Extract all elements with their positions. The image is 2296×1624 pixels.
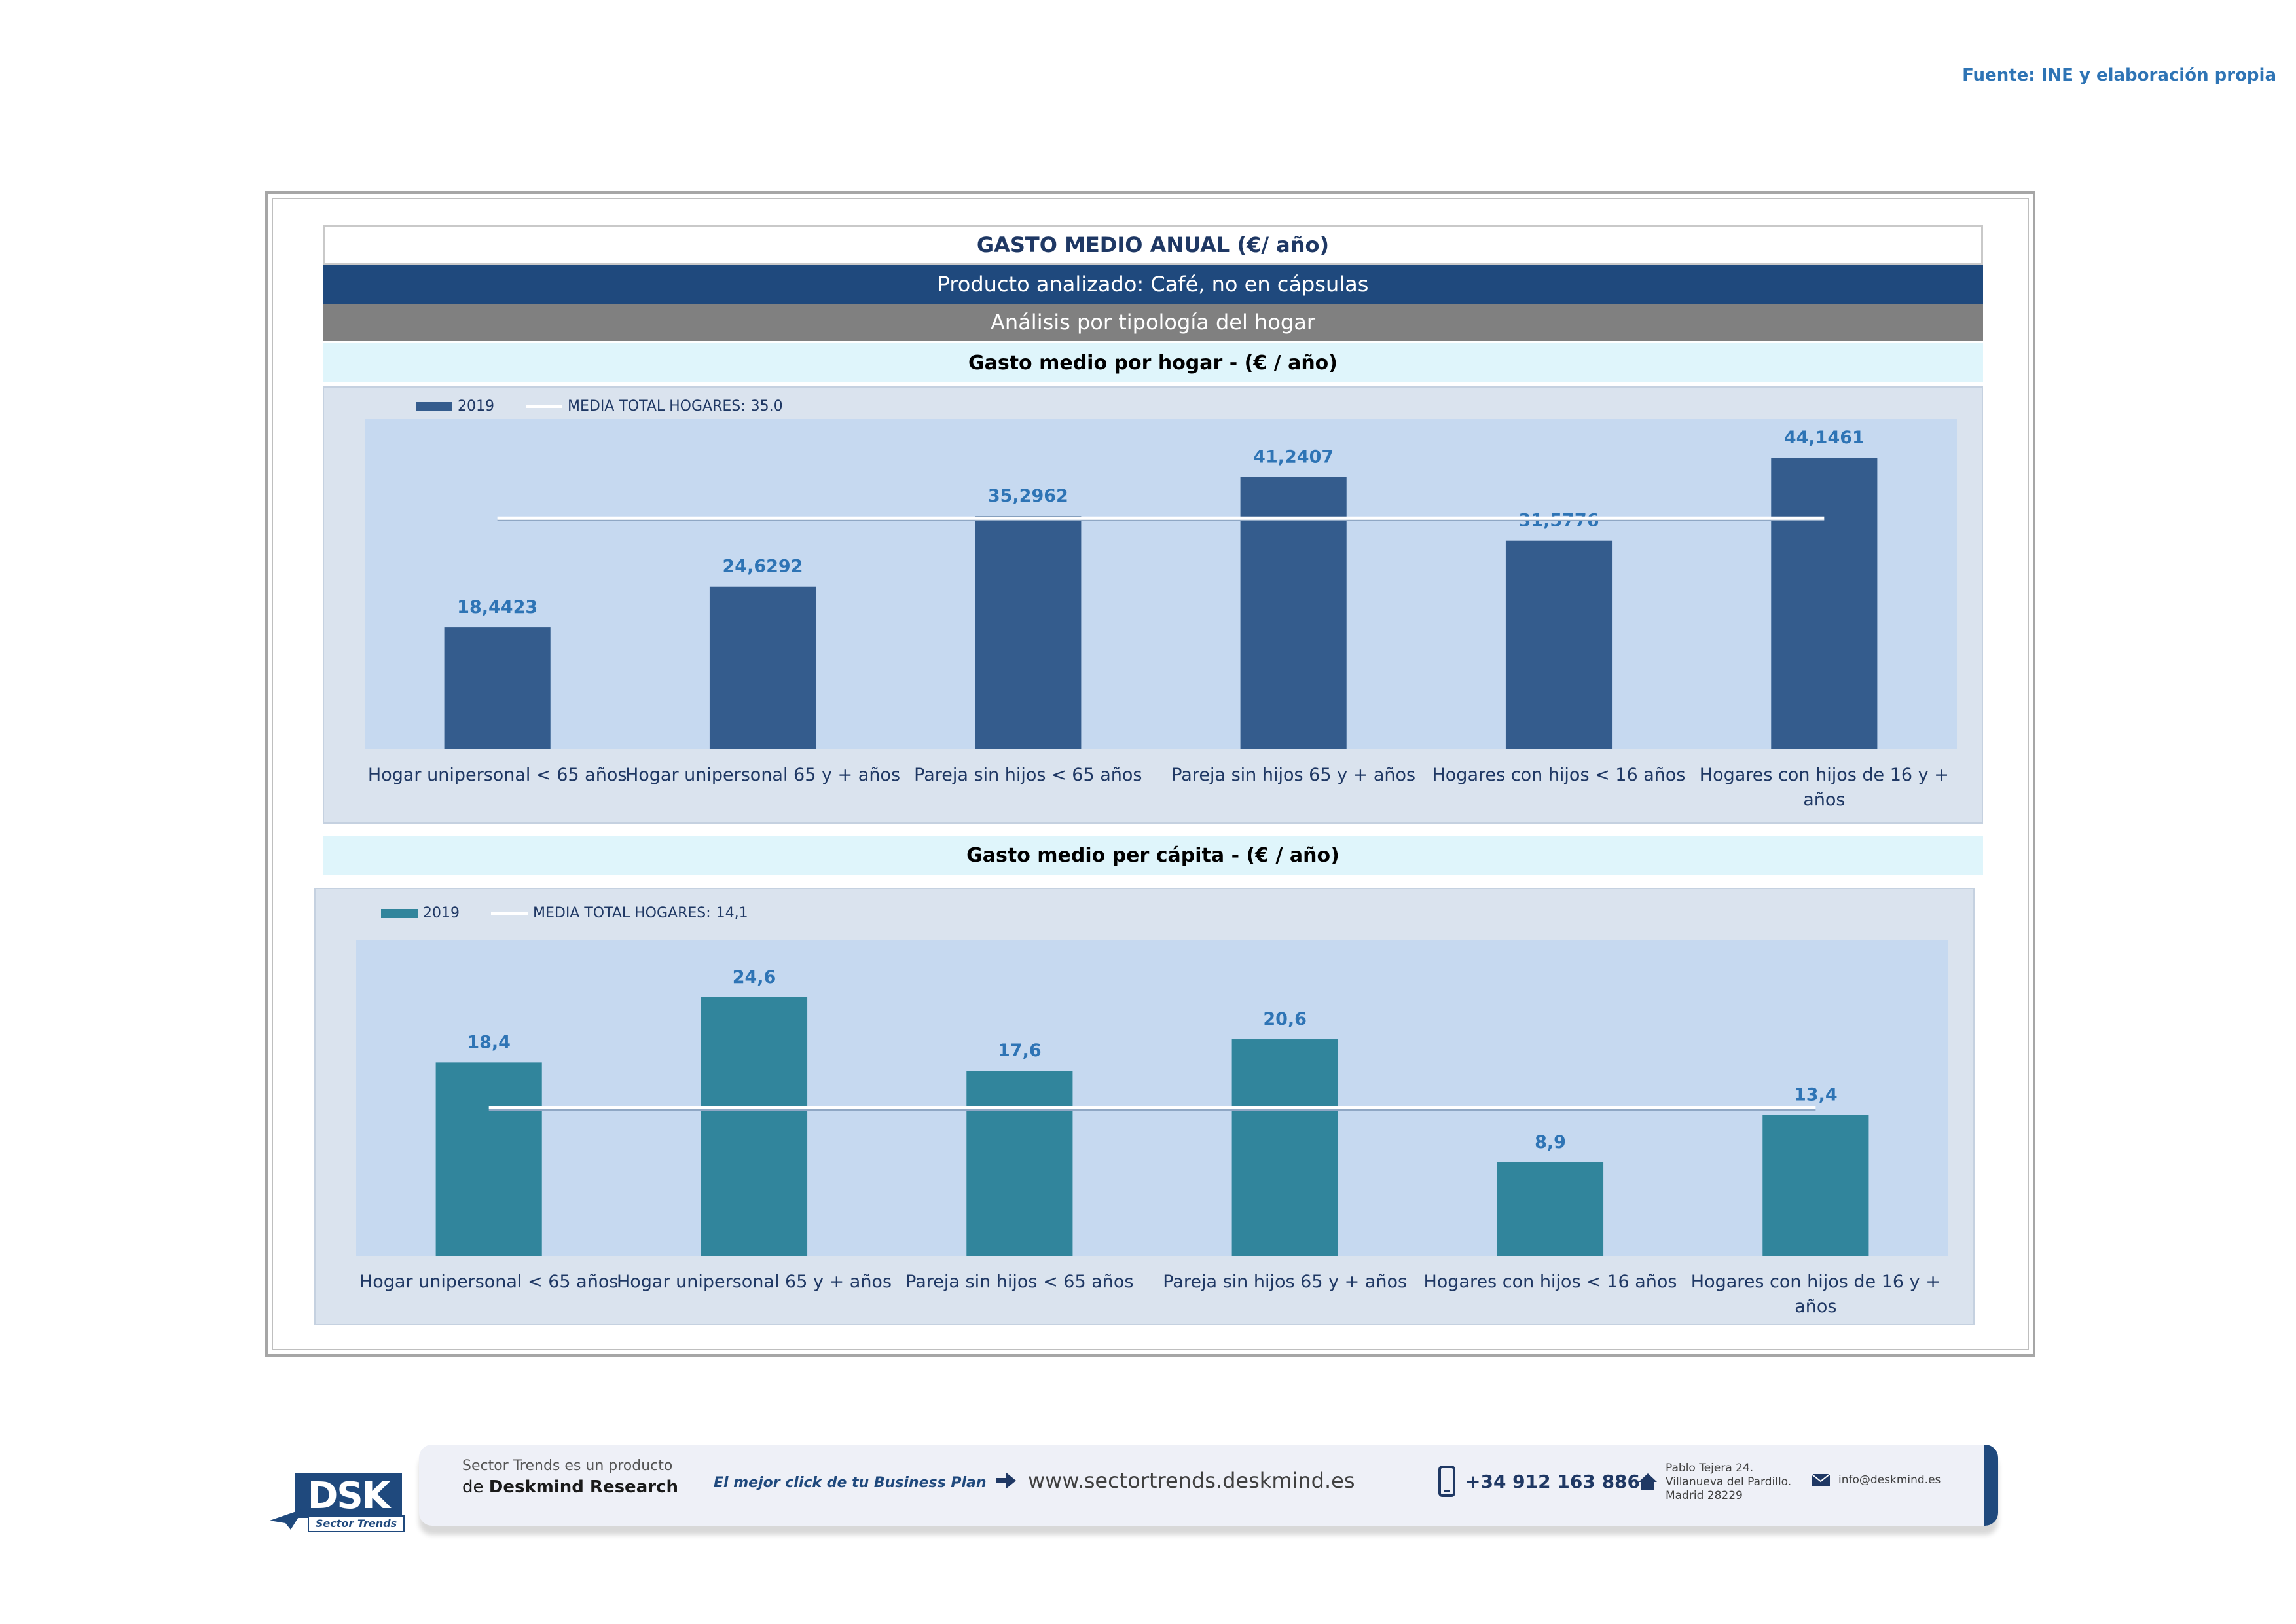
footer-brand: Deskmind Research <box>488 1477 678 1497</box>
chart2-legend-swatch <box>381 908 418 918</box>
chart1-value-label: 18,4423 <box>457 597 538 618</box>
footer-product-prefix: de <box>462 1477 489 1497</box>
chart2-plot-area <box>356 940 1948 1256</box>
chart2-tick-label: Pareja sin hijos 65 y + años <box>1163 1272 1407 1292</box>
chart1-legend-swatch <box>416 401 452 411</box>
chart1-bar <box>1505 540 1613 749</box>
chart1-legend-line <box>526 405 562 408</box>
chart2-value-label: 24,6 <box>733 967 776 987</box>
footer-bar: Sector Trends es un producto de Deskmind… <box>419 1445 1998 1526</box>
chart2-value-label: 18,4 <box>467 1032 511 1052</box>
dsk-logo: DSK Sector Trends <box>268 1473 405 1532</box>
chart2-value-label: 8,9 <box>1535 1132 1566 1153</box>
chart2-title: Gasto medio per cápita - (€ / año) <box>323 836 1983 875</box>
chart2-bar <box>701 997 808 1256</box>
product-banner: Producto analizado: Café, no en cápsulas <box>323 265 1983 304</box>
chart2-tick-label: Hogares con hijos de 16 y + años <box>1691 1272 1941 1317</box>
chart1-bar <box>1771 458 1878 749</box>
chart1-value-label: 24,6292 <box>723 557 803 577</box>
chart1-value-label: 41,2407 <box>1253 447 1334 467</box>
chart2-legend: 2019 MEDIA TOTAL HOGARES: 14,1 <box>381 905 748 921</box>
chart1-legend-mean-label: MEDIA TOTAL HOGARES: <box>568 398 746 415</box>
chart1-value-label: 35,2962 <box>988 486 1068 506</box>
chart2-legend-series: 2019 <box>423 905 460 921</box>
chart1-value-label: 44,1461 <box>1784 428 1865 448</box>
chart1-svg: 18,442324,629235,296241,240731,577644,14… <box>365 419 1957 810</box>
chart2-legend-mean-label: MEDIA TOTAL HOGARES: <box>533 905 711 921</box>
chart1-tick-label: Hogar unipersonal < 65 años <box>368 765 627 785</box>
chart2-legend-mean-value: 14,1 <box>716 905 748 921</box>
footer-product-line2: de Deskmind Research <box>462 1477 678 1497</box>
chart1-bar <box>709 586 816 749</box>
analysis-banner: Análisis por tipología del hogar <box>323 304 1983 341</box>
chart1-bar <box>975 516 1082 749</box>
chart2-bar <box>966 1071 1073 1256</box>
chart2-tick-label: Hogares con hijos < 16 años <box>1423 1272 1677 1292</box>
chart2-legend-line <box>491 912 528 915</box>
mail-icon <box>1811 1473 1831 1486</box>
chart2-value-label: 17,6 <box>998 1041 1042 1061</box>
arrow-icon <box>996 1472 1016 1489</box>
chart1-legend-mean-value: 35.0 <box>750 398 783 415</box>
logo-mark: DSK <box>295 1473 402 1518</box>
chart2-value-label: 13,4 <box>1794 1085 1838 1105</box>
chart1-bar <box>444 627 551 749</box>
address-line-1: Pablo Tejera 24. <box>1666 1462 1754 1475</box>
chart2-bar <box>1497 1162 1604 1256</box>
chart2-tick-label: Hogar unipersonal 65 y + años <box>617 1272 892 1292</box>
chart1-legend: 2019 MEDIA TOTAL HOGARES: 35.0 <box>416 398 783 415</box>
chart1-panel: 2019 MEDIA TOTAL HOGARES: 35.0 18,4423 24… <box>323 386 1983 824</box>
footer-website-link[interactable]: www.sectortrends.deskmind.es <box>995 1468 1355 1493</box>
home-icon <box>1639 1473 1657 1490</box>
report-title: GASTO MEDIO ANUAL (€/ año) <box>323 225 1983 265</box>
address-line-2: Villanueva del Pardillo. <box>1666 1475 1792 1488</box>
address-line-3: Madrid 28229 <box>1666 1489 1743 1502</box>
chart2-bar <box>1231 1039 1338 1256</box>
footer-phone-link[interactable]: +34 912 163 886 <box>1438 1466 1640 1497</box>
report-frame <box>265 191 2035 1357</box>
footer-address: Pablo Tejera 24. Villanueva del Pardillo… <box>1666 1462 1791 1503</box>
chart1-legend-series: 2019 <box>458 398 494 415</box>
logo-sub: Sector Trends <box>308 1515 405 1532</box>
footer-website: www.sectortrends.deskmind.es <box>1028 1468 1355 1493</box>
chart1-tick-label: Hogar unipersonal 65 y + años <box>625 765 900 785</box>
footer-email: info@deskmind.es <box>1838 1473 1941 1486</box>
chart1-bar <box>1240 477 1347 749</box>
footer-slogan: El mejor click de tu Business Plan <box>714 1475 987 1491</box>
chart1-tick-label: Pareja sin hijos < 65 años <box>914 765 1142 785</box>
footer-product-line1: Sector Trends es un producto <box>462 1458 673 1474</box>
chart2-panel: 2019 MEDIA TOTAL HOGARES: 14,1 18,4 24,6 1… <box>314 888 1975 1325</box>
source-note: Fuente: INE y elaboración propia <box>1962 65 2276 85</box>
chart1-tick-label: Hogares con hijos < 16 años <box>1432 765 1685 785</box>
chart1-plot-area <box>365 419 1957 749</box>
paper-plane-icon <box>270 1509 304 1530</box>
phone-icon <box>1438 1466 1455 1497</box>
chart2-svg: 18,4 24,6 17,6 20,6 8,9 13,4 Hogar unipersonal… <box>356 940 1948 1317</box>
chart2-bar <box>435 1062 542 1256</box>
chart1-title: Gasto medio por hogar - (€ / año) <box>323 343 1983 382</box>
chart2-tick-label: Pareja sin hijos < 65 años <box>905 1272 1133 1292</box>
footer-phone: +34 912 163 886 <box>1465 1470 1641 1492</box>
chart2-tick-label: Hogar unipersonal < 65 años <box>359 1272 618 1292</box>
chart2-bar <box>1762 1115 1869 1256</box>
footer-email-link[interactable]: info@deskmind.es <box>1811 1473 1941 1486</box>
chart2-value-label: 20,6 <box>1263 1009 1307 1029</box>
chart1-tick-label: Pareja sin hijos 65 y + años <box>1171 765 1415 785</box>
chart1-tick-label: Hogares con hijos de 16 y + años <box>1700 765 1949 810</box>
